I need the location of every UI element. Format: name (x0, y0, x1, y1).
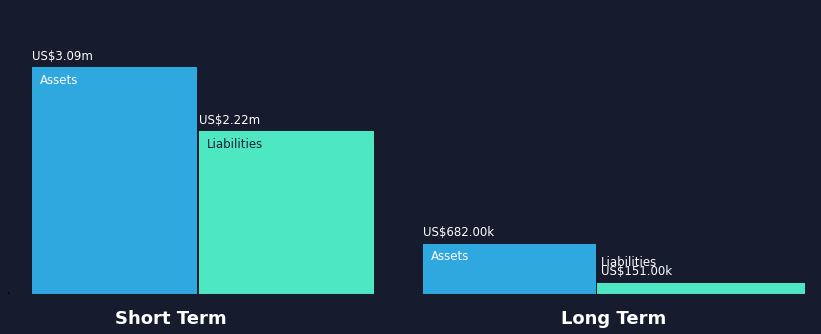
Text: Liabilities: Liabilities (601, 256, 658, 269)
Text: Long Term: Long Term (561, 310, 667, 328)
Bar (597, 283, 805, 294)
Bar (423, 244, 595, 294)
FancyArrow shape (7, 293, 9, 294)
Bar (199, 131, 374, 294)
Text: US$3.09m: US$3.09m (32, 50, 94, 63)
Text: Assets: Assets (430, 249, 469, 263)
Text: Short Term: Short Term (115, 310, 227, 328)
Text: US$151.00k: US$151.00k (601, 265, 672, 278)
Bar (32, 67, 197, 294)
Text: US$2.22m: US$2.22m (199, 114, 260, 127)
Text: Assets: Assets (40, 74, 79, 87)
Text: Liabilities: Liabilities (207, 138, 264, 151)
Text: US$682.00k: US$682.00k (423, 226, 493, 239)
